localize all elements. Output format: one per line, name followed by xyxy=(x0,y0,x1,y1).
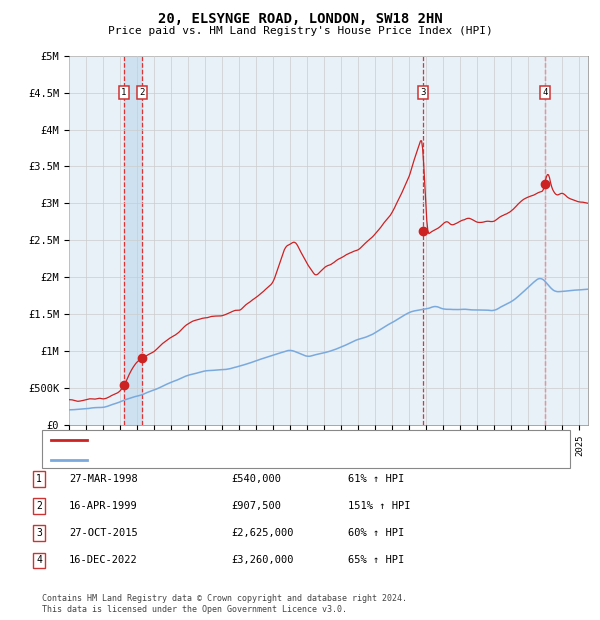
Text: HPI: Average price, detached house, Wandsworth: HPI: Average price, detached house, Wand… xyxy=(93,454,363,464)
Text: £907,500: £907,500 xyxy=(231,501,281,511)
Text: 1: 1 xyxy=(36,474,42,484)
Text: 4: 4 xyxy=(36,556,42,565)
Text: 151% ↑ HPI: 151% ↑ HPI xyxy=(348,501,410,511)
Text: 27-OCT-2015: 27-OCT-2015 xyxy=(69,528,138,538)
Text: Contains HM Land Registry data © Crown copyright and database right 2024.
This d: Contains HM Land Registry data © Crown c… xyxy=(42,595,407,614)
Text: 4: 4 xyxy=(542,88,547,97)
Text: 3: 3 xyxy=(36,528,42,538)
Text: 27-MAR-1998: 27-MAR-1998 xyxy=(69,474,138,484)
Text: 16-DEC-2022: 16-DEC-2022 xyxy=(69,556,138,565)
Text: Price paid vs. HM Land Registry's House Price Index (HPI): Price paid vs. HM Land Registry's House … xyxy=(107,26,493,36)
Text: 61% ↑ HPI: 61% ↑ HPI xyxy=(348,474,404,484)
Bar xyxy=(124,56,142,425)
Text: £3,260,000: £3,260,000 xyxy=(231,556,293,565)
Text: 2: 2 xyxy=(139,88,145,97)
Text: 3: 3 xyxy=(421,88,426,97)
Text: 2: 2 xyxy=(36,501,42,511)
Text: 65% ↑ HPI: 65% ↑ HPI xyxy=(348,556,404,565)
Text: £2,625,000: £2,625,000 xyxy=(231,528,293,538)
Text: 1: 1 xyxy=(121,88,127,97)
Text: £540,000: £540,000 xyxy=(231,474,281,484)
Text: 60% ↑ HPI: 60% ↑ HPI xyxy=(348,528,404,538)
Text: 16-APR-1999: 16-APR-1999 xyxy=(69,501,138,511)
Text: 20, ELSYNGE ROAD, LONDON, SW18 2HN (detached house): 20, ELSYNGE ROAD, LONDON, SW18 2HN (deta… xyxy=(93,435,392,445)
Text: 20, ELSYNGE ROAD, LONDON, SW18 2HN: 20, ELSYNGE ROAD, LONDON, SW18 2HN xyxy=(158,12,442,27)
